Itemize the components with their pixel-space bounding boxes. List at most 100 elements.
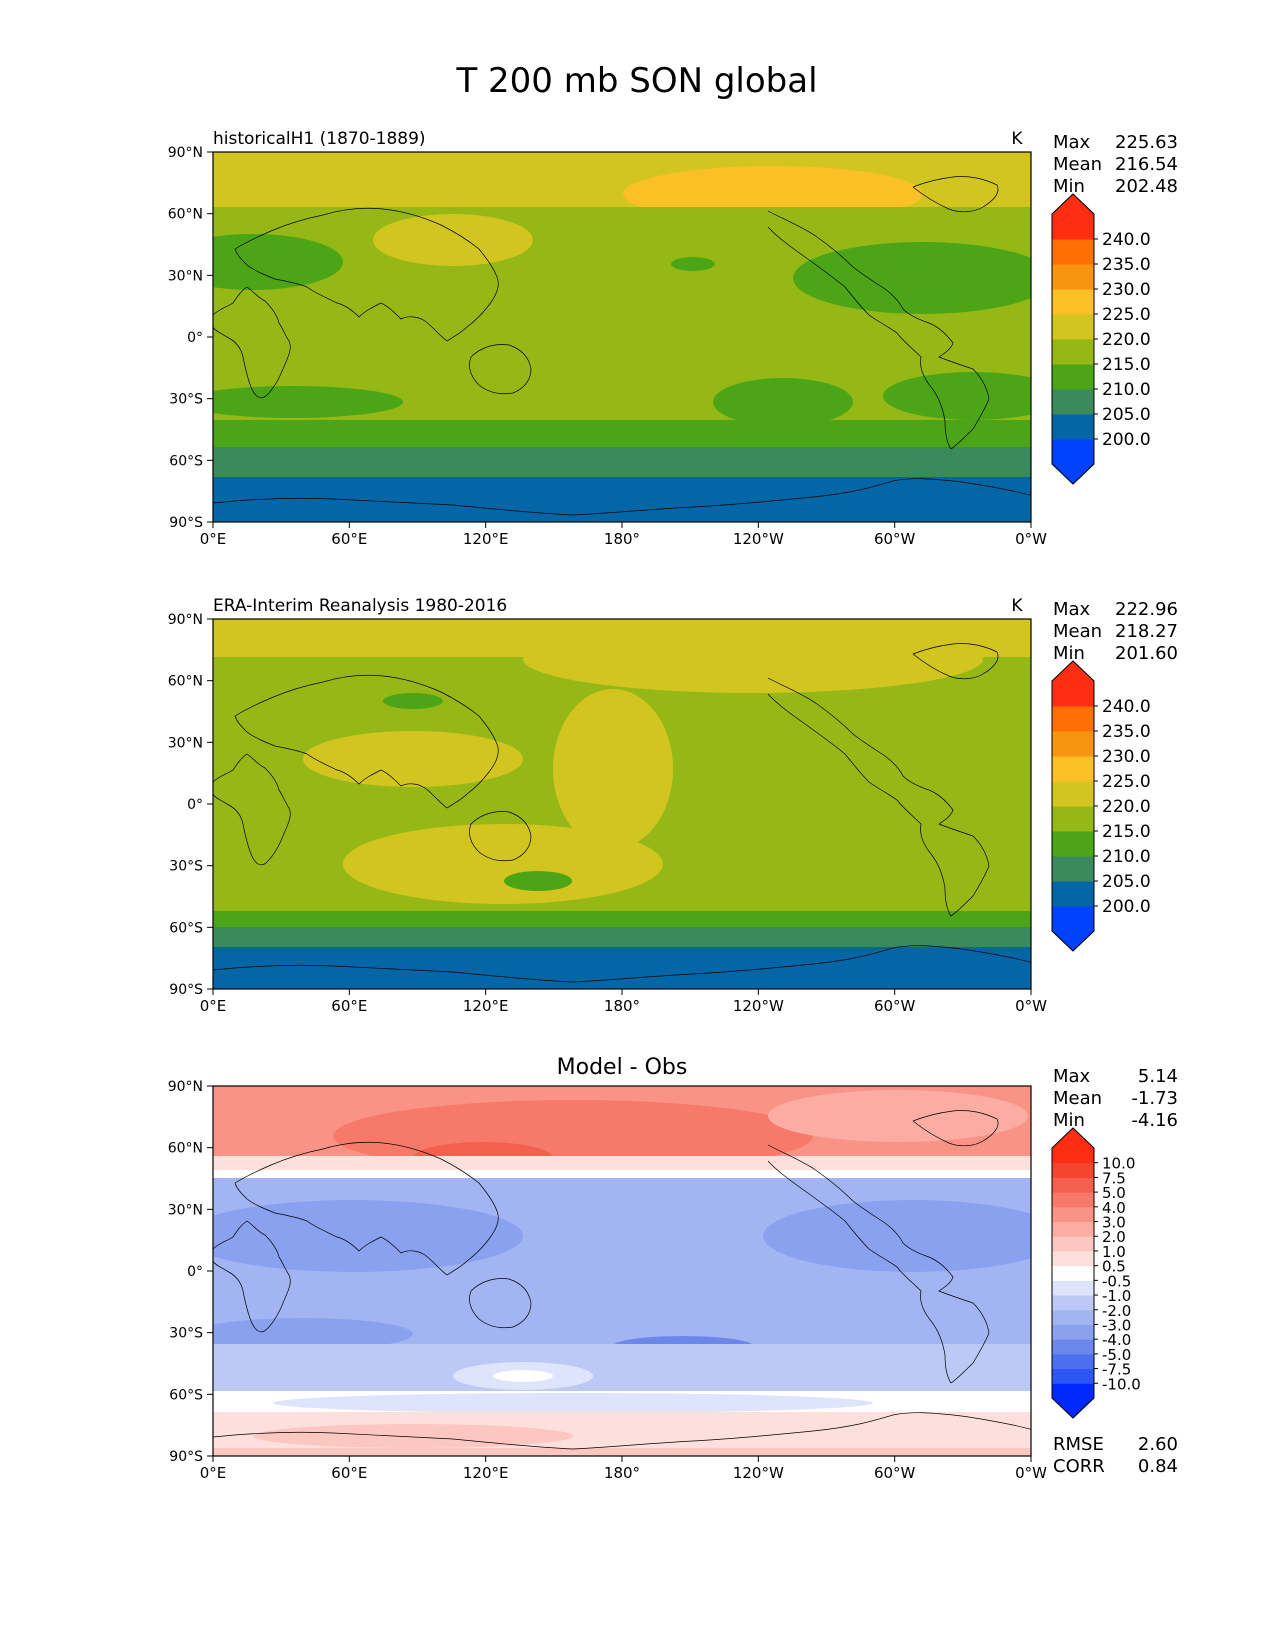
colorbar-cell bbox=[1052, 731, 1094, 757]
stat-value: 201.60 bbox=[1115, 643, 1178, 664]
colorbar-label: 220.0 bbox=[1102, 330, 1151, 350]
contour-region bbox=[523, 625, 983, 693]
lon-tick-label: 60°W bbox=[874, 1464, 916, 1482]
colorbar-label: 205.0 bbox=[1102, 405, 1151, 425]
lat-tick-label: 60°N bbox=[168, 674, 203, 690]
colorbar-label: -1.0 bbox=[1102, 1287, 1131, 1305]
colorbar-label: -4.0 bbox=[1102, 1331, 1131, 1349]
colorbar-outline bbox=[1051, 660, 1095, 952]
colorbar-cell bbox=[1052, 756, 1094, 782]
colorbar-cell bbox=[1052, 1265, 1094, 1281]
colorbar-max-arrow bbox=[1052, 1128, 1094, 1148]
colorbar-label: 235.0 bbox=[1102, 722, 1151, 742]
stat-value: 218.27 bbox=[1115, 621, 1178, 642]
colorbar-label: 220.0 bbox=[1102, 797, 1151, 817]
colorbar-cell bbox=[1052, 1339, 1094, 1355]
contour-region bbox=[253, 1424, 573, 1448]
colorbar-label: 240.0 bbox=[1102, 230, 1151, 250]
lon-tick-label: 120°E bbox=[463, 530, 509, 548]
stat-label: Mean bbox=[1053, 154, 1102, 175]
colorbar-cell bbox=[1052, 1221, 1094, 1237]
stat-value: -4.16 bbox=[1131, 1110, 1178, 1131]
colorbar-label: 240.0 bbox=[1102, 697, 1151, 717]
colorbar-label: 0.5 bbox=[1102, 1258, 1126, 1276]
colorbar: 200.0 205.0 210.0 215.0 220.0 225.0 230.0 235.0… bbox=[1051, 193, 1151, 485]
colorbar: -10.0-7.5-5.0-4.0-3.0-2.0-1.0-0.50.51.02… bbox=[1051, 1127, 1141, 1419]
stat-value: -1.73 bbox=[1131, 1088, 1178, 1109]
colorbar-label: 235.0 bbox=[1102, 255, 1151, 275]
colorbar-cell bbox=[1052, 1206, 1094, 1223]
colorbar-cell bbox=[1052, 1148, 1094, 1164]
stat-label: Mean bbox=[1053, 621, 1102, 642]
colorbar-cell bbox=[1052, 439, 1094, 465]
contour-band bbox=[213, 477, 1031, 522]
metric-value: 0.84 bbox=[1138, 1456, 1178, 1477]
colorbar: 200.0 205.0 210.0 215.0 220.0 225.0 230.0 235.0… bbox=[1051, 660, 1151, 952]
colorbar-cell bbox=[1052, 881, 1094, 907]
panel-title: ERA-Interim Reanalysis 1980-2016 bbox=[213, 596, 507, 616]
colorbar-cell bbox=[1052, 389, 1094, 415]
contour-region bbox=[303, 731, 523, 787]
colorbar-min-arrow bbox=[1052, 1398, 1094, 1418]
lon-tick-label: 120°W bbox=[733, 530, 784, 548]
contour-band bbox=[213, 447, 1031, 482]
map-field bbox=[213, 152, 1031, 522]
contour-region bbox=[373, 214, 533, 266]
colorbar-label: 10.0 bbox=[1102, 1155, 1135, 1173]
contour-region bbox=[504, 871, 572, 891]
colorbar-label: 200.0 bbox=[1102, 430, 1151, 450]
colorbar-label: 230.0 bbox=[1102, 747, 1151, 767]
colorbar-outline bbox=[1051, 1127, 1095, 1419]
stat-value: 216.54 bbox=[1115, 154, 1178, 175]
colorbar-cell bbox=[1052, 1309, 1094, 1325]
stat-label: Max bbox=[1053, 132, 1091, 153]
stat-label: Max bbox=[1053, 599, 1091, 620]
lat-tick-label: 30°S bbox=[169, 859, 203, 875]
colorbar-label: -2.0 bbox=[1102, 1302, 1131, 1320]
lat-tick-label: 60°S bbox=[169, 920, 203, 936]
contour-region bbox=[273, 1393, 873, 1413]
lat-tick-label: 0° bbox=[187, 1264, 203, 1280]
colorbar-cell bbox=[1052, 1280, 1094, 1296]
lat-tick-label: 90°S bbox=[169, 982, 203, 998]
lon-tick-label: 180° bbox=[604, 1464, 640, 1482]
lon-tick-label: 0°E bbox=[200, 530, 227, 548]
colorbar-cell bbox=[1052, 1353, 1094, 1370]
panel-1: historicalH1 (1870-1889) K 90°N 60°N 30°N 0° 3… bbox=[168, 129, 1178, 548]
contour-region bbox=[883, 372, 1031, 420]
contour-band bbox=[213, 1448, 1031, 1456]
panel-title: historicalH1 (1870-1889) bbox=[213, 129, 426, 149]
lat-tick-label: 60°N bbox=[168, 1141, 203, 1157]
metric-value: 2.60 bbox=[1138, 1434, 1178, 1455]
colorbar-label: 215.0 bbox=[1102, 355, 1151, 375]
colorbar-cell bbox=[1052, 1295, 1094, 1311]
contour-region bbox=[213, 386, 403, 418]
lat-tick-label: 90°S bbox=[169, 1449, 203, 1465]
colorbar-label: -10.0 bbox=[1102, 1375, 1141, 1393]
colorbar-cell bbox=[1052, 264, 1094, 290]
colorbar-cell bbox=[1052, 681, 1094, 707]
units-label: K bbox=[1011, 596, 1023, 616]
lat-tick-label: 30°N bbox=[168, 268, 203, 284]
contour-region bbox=[553, 689, 673, 849]
contour-region bbox=[213, 234, 343, 290]
colorbar-cell bbox=[1052, 1162, 1094, 1178]
metric-label: CORR bbox=[1053, 1456, 1105, 1477]
map-field bbox=[213, 1086, 1031, 1456]
lat-tick-label: 30°S bbox=[169, 392, 203, 408]
colorbar-label: -5.0 bbox=[1102, 1346, 1131, 1364]
lon-tick-label: 0°W bbox=[1015, 530, 1047, 548]
contour-region bbox=[768, 1090, 1028, 1142]
colorbar-label: 2.0 bbox=[1102, 1228, 1126, 1246]
stat-label: Mean bbox=[1053, 1088, 1102, 1109]
colorbar-max-arrow bbox=[1052, 661, 1094, 681]
panel-title: Model - Obs bbox=[557, 1055, 688, 1080]
lon-tick-label: 180° bbox=[604, 997, 640, 1015]
contour-region bbox=[713, 378, 853, 426]
colorbar-label: 3.0 bbox=[1102, 1214, 1126, 1232]
stat-value: 5.14 bbox=[1138, 1066, 1178, 1087]
colorbar-label: 225.0 bbox=[1102, 305, 1151, 325]
colorbar-label: 1.0 bbox=[1102, 1243, 1126, 1261]
panel-2: ERA-Interim Reanalysis 1980-2016 K 90°N 60°… bbox=[168, 596, 1178, 1015]
colorbar-label: 205.0 bbox=[1102, 872, 1151, 892]
